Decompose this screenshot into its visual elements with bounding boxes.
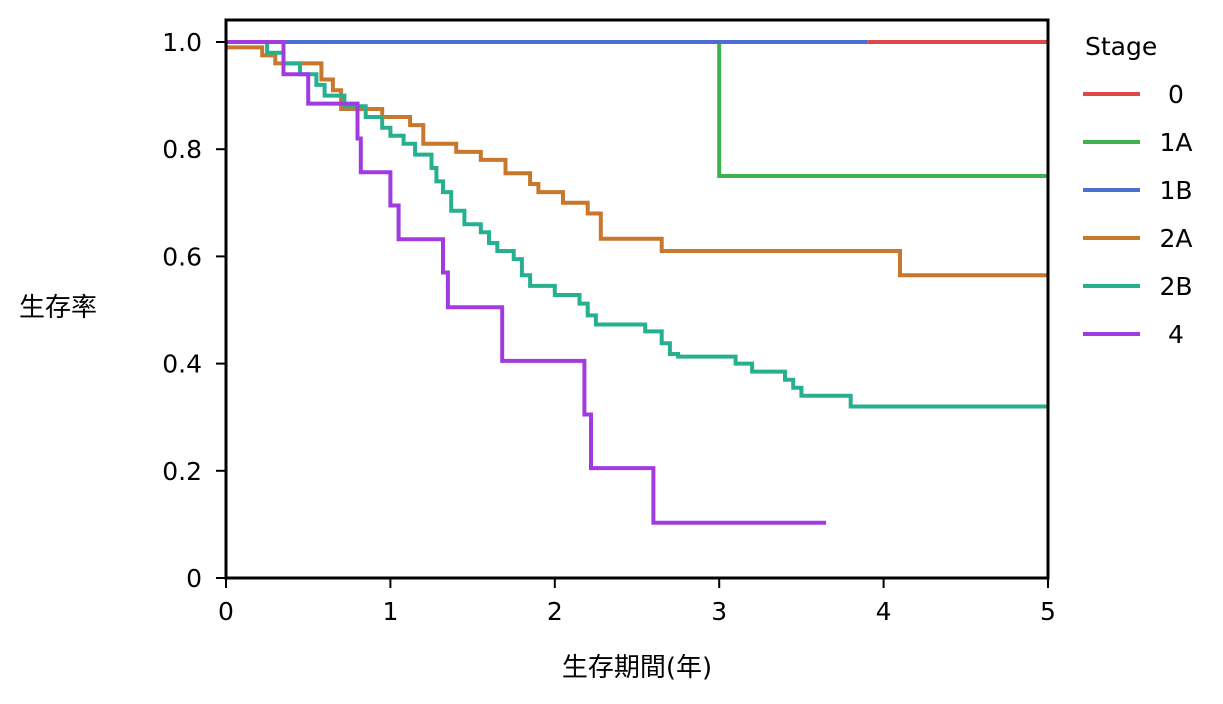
ticks-layer: 0 1 2 3 4 5 0 0.2 0.4 0.6 0.8 1.0 — [162, 28, 1056, 626]
series-line-2a — [226, 45, 1048, 278]
legend: Stage 0 1A 1B 2A 2B 4 — [1083, 32, 1193, 349]
legend-label-4: 4 — [1168, 320, 1184, 349]
y-axis-title: 生存率 — [19, 293, 97, 323]
series-line-2b — [226, 40, 1048, 409]
x-tick-label: 2 — [547, 597, 563, 626]
series-layer — [226, 40, 1048, 525]
y-tick-label: 0.4 — [162, 350, 202, 379]
series-line-4 — [226, 40, 827, 525]
y-tick-label: 0 — [186, 564, 202, 593]
legend-label-0: 0 — [1168, 80, 1184, 109]
x-axis-title: 生存期間(年) — [562, 653, 712, 683]
legend-label-1b: 1B — [1159, 176, 1192, 205]
y-tick-label: 1.0 — [162, 28, 202, 57]
y-tick-label: 0.8 — [162, 135, 202, 164]
legend-label-2b: 2B — [1159, 272, 1192, 301]
x-tick-label: 4 — [876, 597, 892, 626]
plot-frame — [224, 18, 1050, 580]
legend-label-1a: 1A — [1159, 128, 1192, 157]
x-tick-label: 1 — [382, 597, 398, 626]
x-tick-label: 5 — [1040, 597, 1056, 626]
legend-label-2a: 2A — [1159, 224, 1192, 253]
y-tick-label: 0.6 — [162, 242, 202, 271]
legend-title: Stage — [1085, 32, 1157, 61]
x-tick-label: 3 — [711, 597, 727, 626]
x-tick-label: 0 — [218, 597, 234, 626]
y-tick-label: 0.2 — [162, 457, 202, 486]
